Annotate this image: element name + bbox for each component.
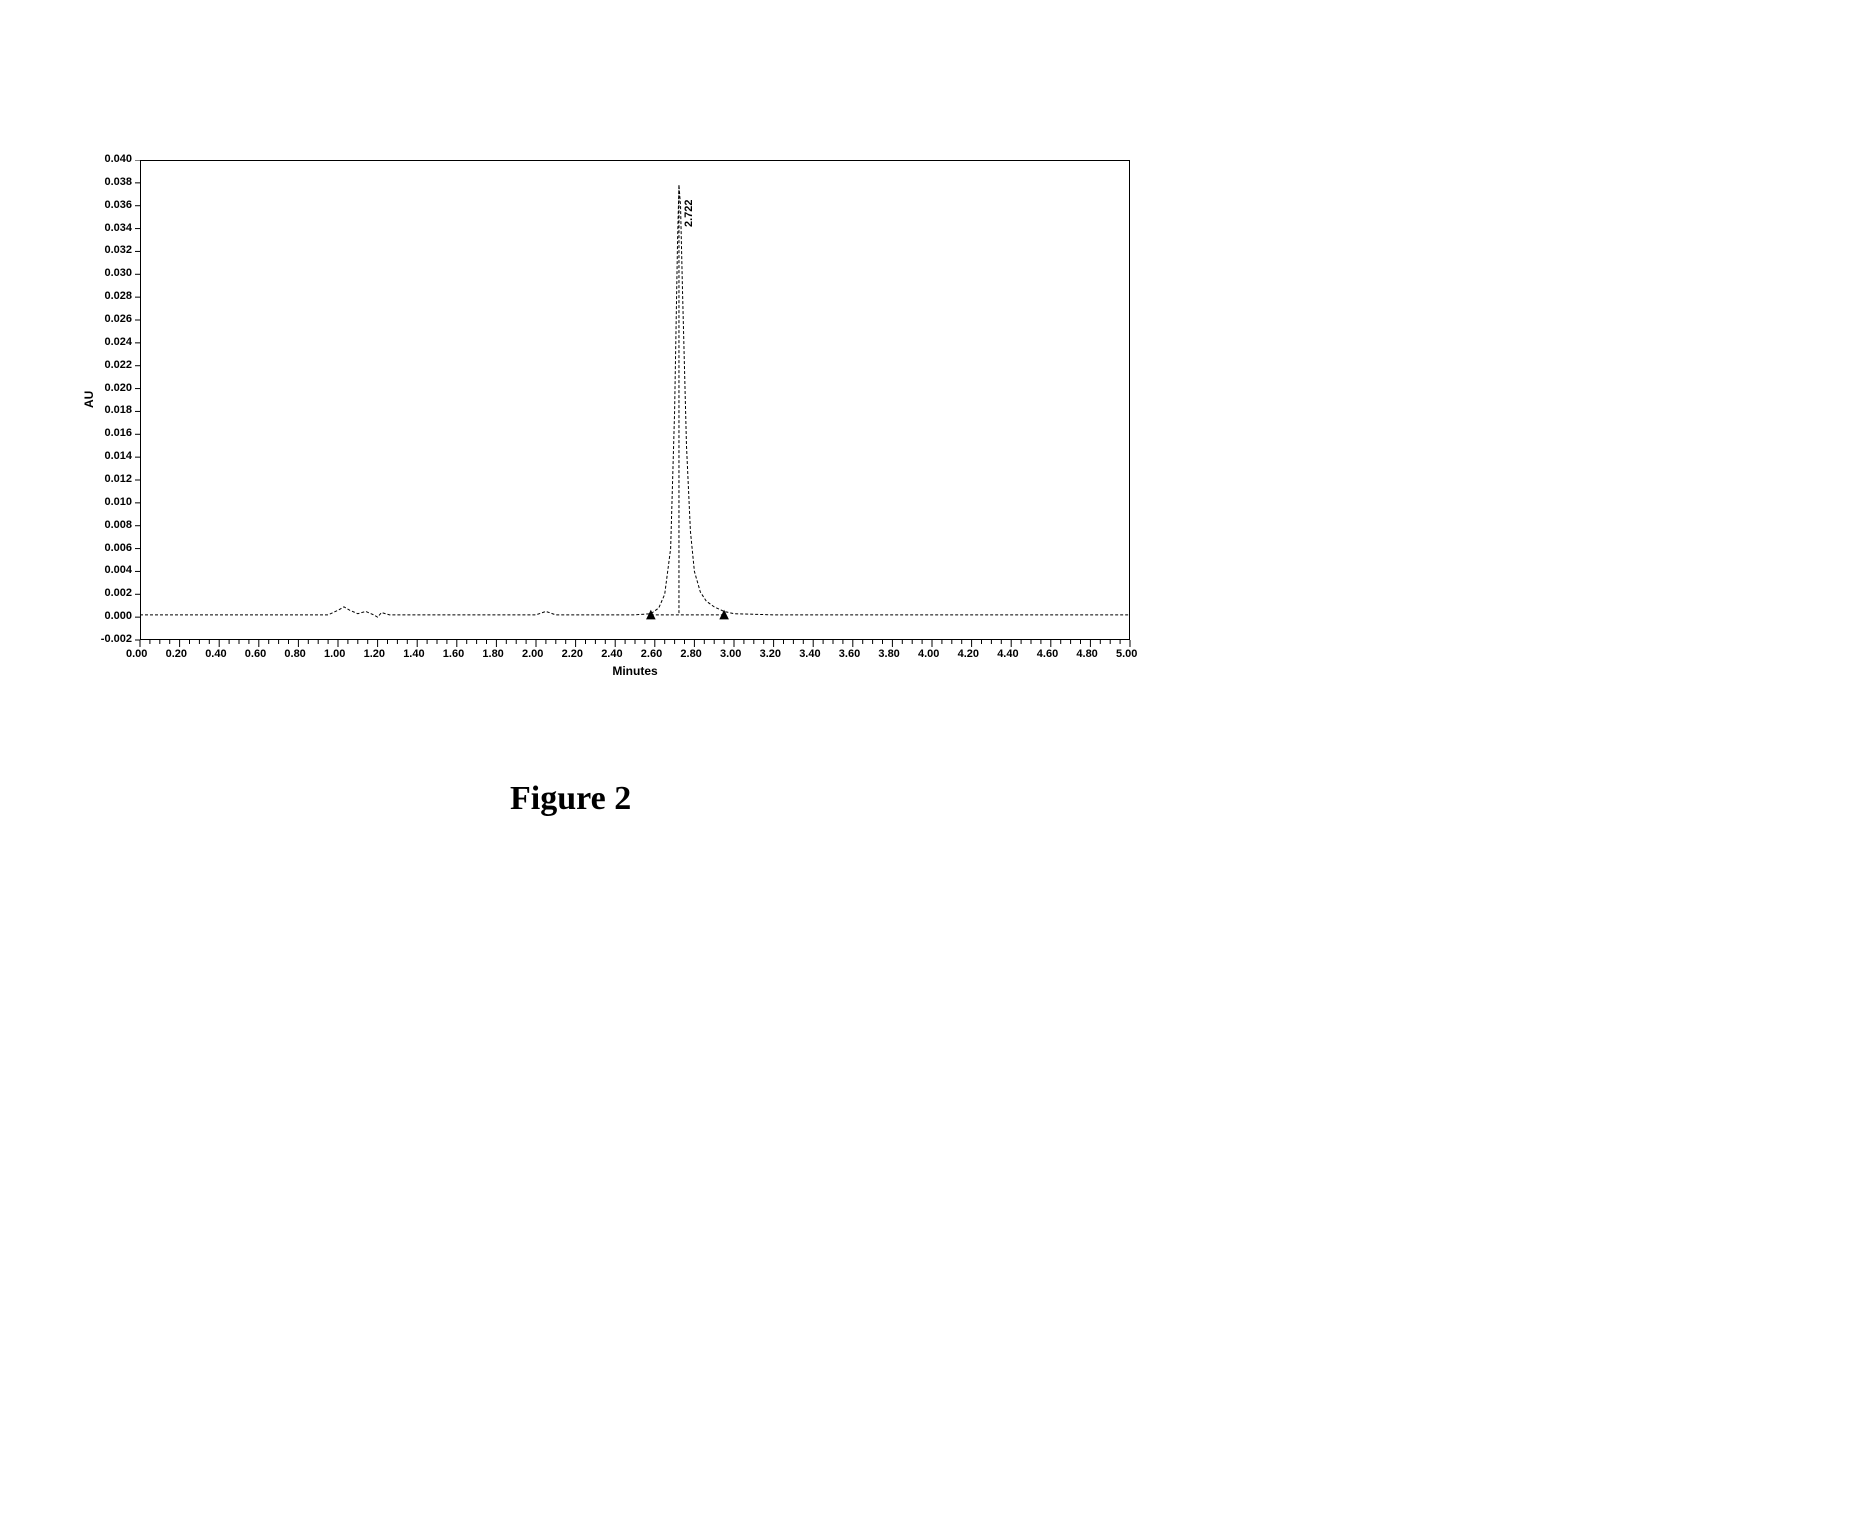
y-tick-label: 0.004 [80,564,132,576]
y-tick-label: 0.014 [80,450,132,462]
y-tick-label: 0.032 [80,244,132,256]
x-tick-label: 3.40 [799,648,820,660]
x-tick-label: 4.80 [1076,648,1097,660]
x-tick-label: 3.60 [839,648,860,660]
x-tick-label: 2.60 [641,648,662,660]
y-tick-label: 0.030 [80,267,132,279]
x-tick-label: 2.00 [522,648,543,660]
y-tick-label: 0.018 [80,404,132,416]
x-tick-label: 3.20 [760,648,781,660]
y-tick-label: 0.008 [80,519,132,531]
y-tick-label: 0.036 [80,199,132,211]
y-tick-label: 0.000 [80,610,132,622]
y-tick-label: 0.022 [80,359,132,371]
y-tick-label: 0.034 [80,222,132,234]
x-tick-label: 4.40 [997,648,1018,660]
x-tick-label: 3.80 [878,648,899,660]
x-tick-label: 4.20 [958,648,979,660]
x-tick-label: 3.00 [720,648,741,660]
y-tick-label: 0.040 [80,153,132,165]
y-tick-label: 0.020 [80,382,132,394]
y-tick-label: 0.028 [80,290,132,302]
figure-caption: Figure 2 [510,780,631,818]
x-tick-label: 2.20 [562,648,583,660]
chromatogram-chart: AU Minutes 2.722 -0.0020.0000.0020.0040.… [80,160,1160,720]
y-tick-label: 0.038 [80,176,132,188]
chart-svg [80,160,1160,720]
y-tick-label: 0.002 [80,587,132,599]
y-tick-label: -0.002 [80,633,132,645]
x-tick-label: 2.80 [680,648,701,660]
x-tick-label: 5.00 [1116,648,1137,660]
y-tick-label: 0.010 [80,496,132,508]
x-tick-label: 1.00 [324,648,345,660]
x-tick-label: 1.40 [403,648,424,660]
y-tick-label: 0.012 [80,473,132,485]
x-tick-label: 2.40 [601,648,622,660]
x-tick-label: 0.40 [205,648,226,660]
x-tick-label: 4.60 [1037,648,1058,660]
x-tick-label: 0.80 [284,648,305,660]
x-tick-label: 1.20 [364,648,385,660]
x-tick-label: 0.00 [126,648,147,660]
y-tick-label: 0.006 [80,542,132,554]
x-tick-label: 1.60 [443,648,464,660]
y-tick-label: 0.026 [80,313,132,325]
y-tick-label: 0.016 [80,427,132,439]
x-tick-label: 1.80 [482,648,503,660]
x-tick-label: 4.00 [918,648,939,660]
x-tick-label: 0.20 [166,648,187,660]
x-tick-label: 0.60 [245,648,266,660]
y-tick-label: 0.024 [80,336,132,348]
